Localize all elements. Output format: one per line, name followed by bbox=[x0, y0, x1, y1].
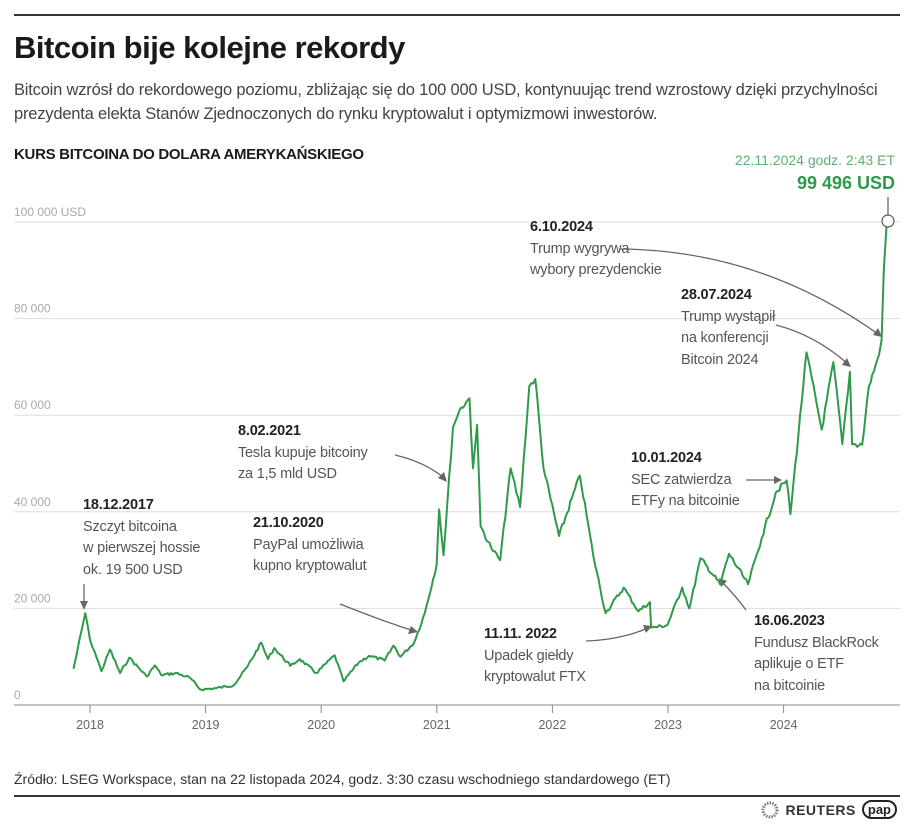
arrow-2020 bbox=[339, 603, 415, 632]
annotation-2017: 18.12.2017 Szczyt bitcoina w pierwszej h… bbox=[83, 497, 201, 578]
arrow-2024-election bbox=[619, 248, 879, 335]
x-tick-label: 2021 bbox=[423, 718, 451, 732]
arrow-2024-conf bbox=[775, 324, 849, 365]
annotation-2020: 21.10.2020 PayPal umożliwia kupno krypto… bbox=[253, 515, 367, 574]
annotation-2024-conference: 28.07.2024 Trump wystąpił na konferencji… bbox=[681, 287, 776, 368]
x-tick-label: 2022 bbox=[538, 718, 566, 732]
chart-title: KURS BITCOINA DO DOLARA AMERYKAŃSKIEGO bbox=[14, 146, 364, 163]
arrow-2023 bbox=[721, 581, 747, 611]
annotation-2024-etf: 10.01.2024 SEC zatwierdza ETFy na bitcoi… bbox=[631, 450, 740, 509]
last-point-value: 99 496 USD bbox=[796, 173, 895, 193]
reuters-logo: REUTERS bbox=[785, 801, 856, 818]
reuters-logo-icon bbox=[761, 801, 779, 818]
source-note: Źródło: LSEG Workspace, stan na 22 listo… bbox=[14, 771, 671, 787]
logos: REUTERS pap bbox=[761, 800, 897, 819]
annotation-2022: 11.11. 2022 Upadek giełdy kryptowalut FT… bbox=[484, 626, 586, 685]
price-line bbox=[72, 224, 888, 692]
last-point-date: 22.11.2024 godz. 2:43 ET bbox=[734, 152, 895, 168]
annotation-2021: 8.02.2021 Tesla kupuje bitcoiny za 1,5 m… bbox=[238, 423, 368, 482]
top-rule bbox=[14, 14, 900, 16]
y-tick-label: 80 000 bbox=[14, 302, 51, 316]
x-tick-label: 2018 bbox=[76, 718, 104, 732]
y-tick-label: 100 000 USD bbox=[14, 205, 86, 219]
x-tick-label: 2024 bbox=[770, 718, 798, 732]
x-tick-label: 2019 bbox=[192, 718, 220, 732]
x-tick-label: 2020 bbox=[307, 718, 335, 732]
y-tick-label: 60 000 bbox=[14, 398, 51, 412]
subtitle: Bitcoin wzrósł do rekordowego poziomu, z… bbox=[14, 81, 878, 123]
annotation-2024-election: 6.10.2024 Trump wygrywa wybory prezydenc… bbox=[530, 219, 662, 278]
y-tick-label: 40 000 bbox=[14, 495, 51, 509]
annotation-2023: 16.06.2023 Fundusz BlackRock aplikuje o … bbox=[754, 613, 879, 694]
arrow-2022 bbox=[585, 627, 649, 642]
bottom-rule bbox=[14, 795, 900, 797]
x-tick-label: 2023 bbox=[654, 718, 682, 732]
y-tick-label: 0 bbox=[14, 688, 21, 702]
y-tick-label: 20 000 bbox=[14, 591, 51, 605]
pap-logo: pap bbox=[861, 800, 897, 819]
last-point-marker bbox=[881, 214, 895, 228]
page-title: Bitcoin bije kolejne rekordy bbox=[14, 30, 405, 65]
arrow-2021 bbox=[394, 454, 445, 479]
